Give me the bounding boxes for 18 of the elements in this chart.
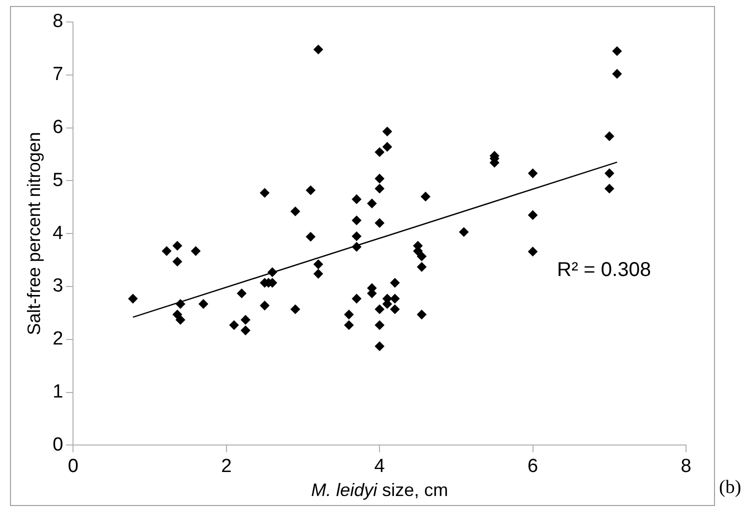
y-tick-label: 7: [52, 64, 64, 86]
x-tick-label: 6: [528, 456, 538, 477]
x-tick-label: 0: [68, 456, 78, 477]
x-tick-label: 8: [680, 456, 692, 477]
x-tick-label: 2: [221, 456, 232, 477]
y-tick-label: 4: [52, 222, 64, 244]
annotation: R² = 0.308: [557, 259, 651, 282]
y-tick-label: 6: [52, 117, 64, 138]
y-tick-label: 5: [52, 170, 64, 191]
text: (b): [719, 477, 742, 499]
y-tick-label: 8: [52, 11, 64, 32]
y-tick-label: 3: [52, 276, 64, 297]
x-axis-title: M. leidyi size, cm: [311, 480, 448, 500]
y-axis-title: Salt-free percent nitrogen: [24, 132, 44, 336]
y-tick-label: 1: [52, 382, 64, 403]
y-tick-label: 0: [52, 434, 64, 456]
x-tick-label: 4: [374, 456, 386, 477]
y-tick-label: 2: [52, 328, 64, 350]
